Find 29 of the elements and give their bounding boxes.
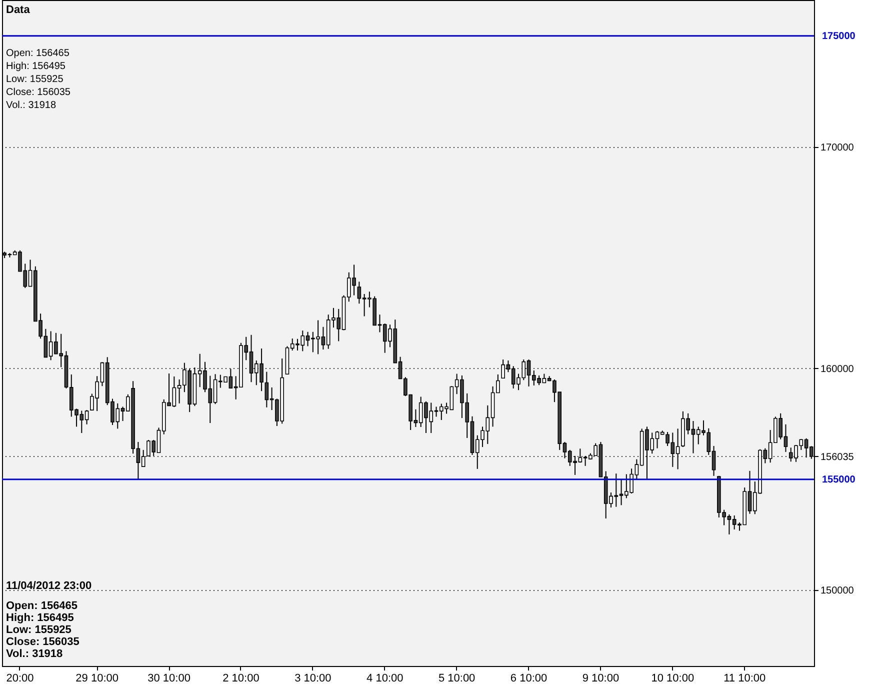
annotation: High: 156495 (6, 612, 74, 624)
x-tick-label: 11 10:00 (724, 672, 766, 684)
annotation: 11/04/2012 23:00 (6, 580, 92, 592)
annotation: Close: 156035 (6, 636, 80, 648)
ref-line-label: 175000 (822, 30, 856, 42)
y-tick-label: 156035 (820, 452, 854, 463)
annotation: Vol.: 31918 (6, 648, 63, 660)
annotation: High: 156495 (6, 61, 66, 72)
x-tick-label: 3 10:00 (294, 672, 332, 684)
ref-line-label: 155000 (822, 474, 856, 486)
annotation: Data (6, 4, 31, 16)
x-tick-label: 30 10:00 (148, 672, 190, 684)
x-tick-label: 5 10:00 (438, 672, 476, 684)
annotation: Open: 156465 (6, 600, 78, 612)
x-tick-label: 2 10:00 (222, 672, 260, 684)
annotation: Vol.: 31918 (6, 100, 56, 111)
annotation: Close: 156035 (6, 87, 71, 98)
annotation: Low: 155925 (6, 624, 72, 636)
x-tick-label: 20:00 (6, 672, 34, 684)
annotation: Open: 156465 (6, 48, 70, 59)
annotation: Low: 155925 (6, 74, 64, 85)
x-tick-label: 6 10:00 (510, 672, 548, 684)
y-tick-label: 150000 (820, 586, 854, 597)
x-tick-label: 9 10:00 (582, 672, 620, 684)
x-tick-label: 29 10:00 (76, 672, 118, 684)
y-tick-label: 160000 (820, 364, 854, 375)
x-tick-label: 4 10:00 (366, 672, 404, 684)
x-tick-label: 10 10:00 (651, 672, 694, 684)
y-tick-label: 170000 (820, 142, 854, 154)
